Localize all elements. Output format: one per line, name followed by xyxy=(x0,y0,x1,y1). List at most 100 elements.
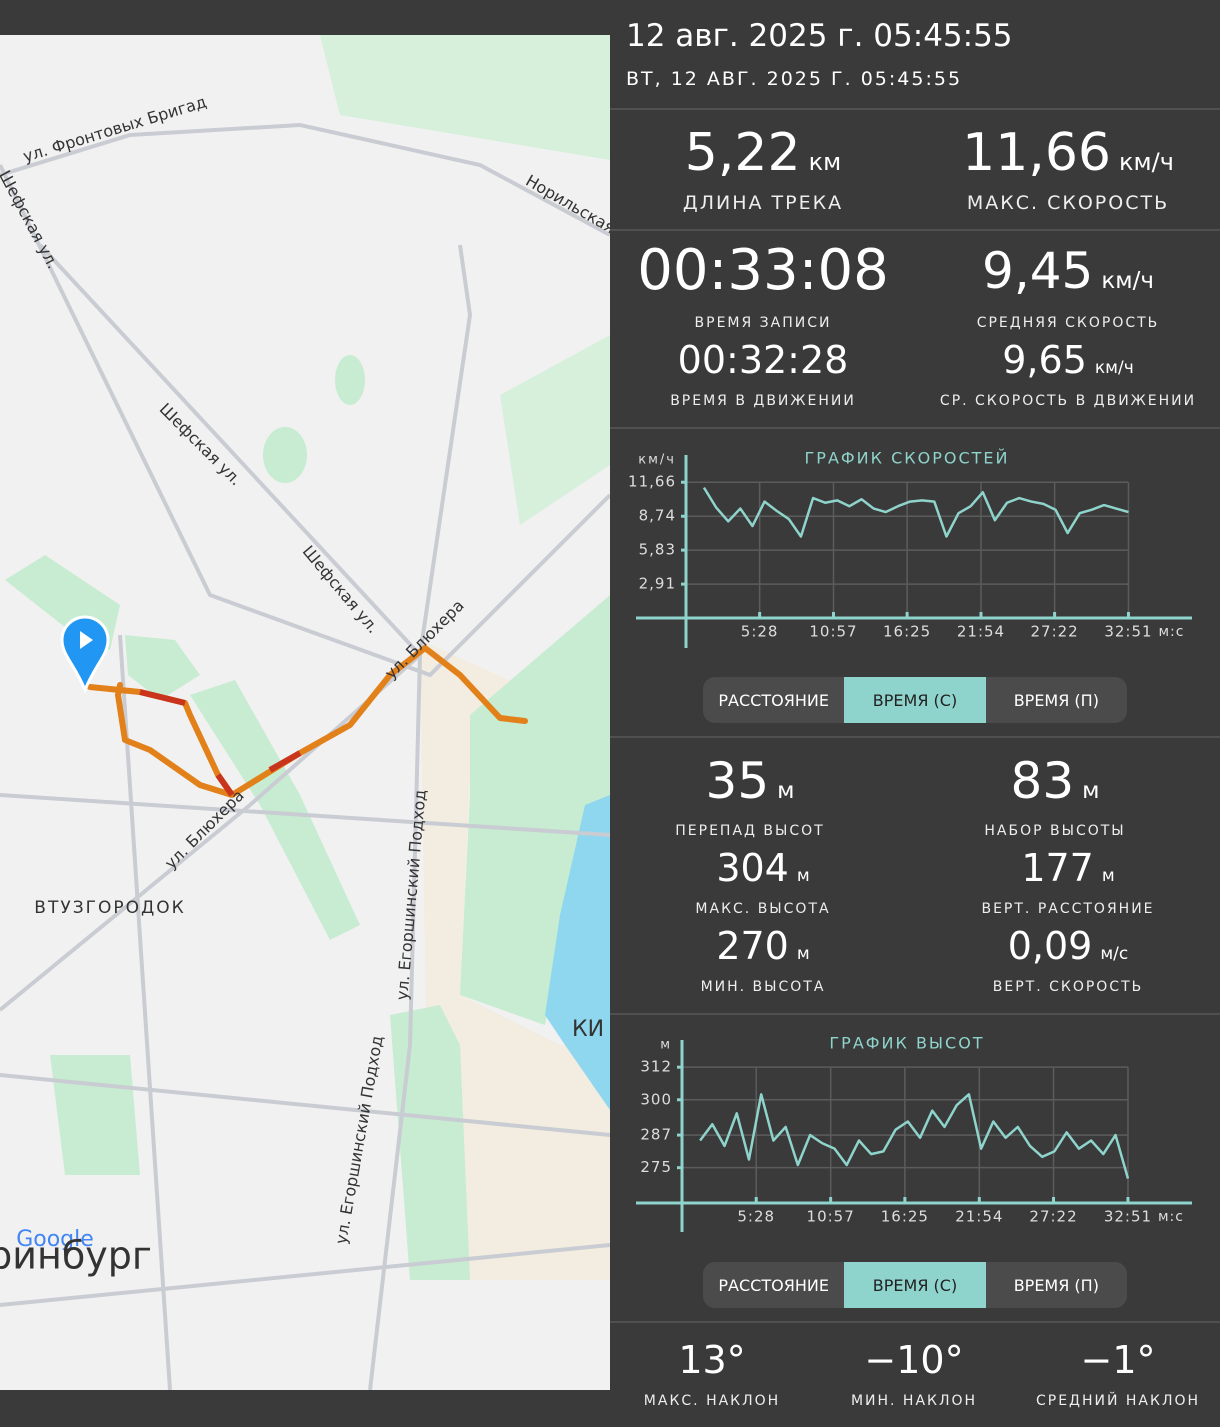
value: 13° xyxy=(678,1338,746,1383)
toggle-option[interactable]: ВРЕМЯ (С) xyxy=(844,1262,986,1308)
x-tick-label: 27:22 xyxy=(1030,623,1078,641)
y-tick-label: 300 xyxy=(640,1090,672,1108)
value: 304 xyxy=(716,846,789,891)
elevation-toggle[interactable]: РАССТОЯНИЕ ВРЕМЯ (С) ВРЕМЯ (П) xyxy=(703,1262,1127,1308)
chart-title: ГРАФИК ВЫСОТ xyxy=(829,1034,984,1053)
date-title: 12 авг. 2025 г. 05:45:55 xyxy=(626,18,1013,54)
x-tick-label: 32:51 xyxy=(1104,623,1152,641)
value: 00:33:08 xyxy=(637,238,889,304)
value: 83 xyxy=(1010,752,1075,810)
stat-label: ВЕРТ. СКОРОСТЬ xyxy=(992,978,1144,995)
y-tick-label: 8,74 xyxy=(639,507,676,525)
value: 9,45 xyxy=(982,242,1094,300)
value: −10° xyxy=(864,1338,964,1383)
stat-value: 13° xyxy=(678,1338,745,1382)
stat-label: МАКС. НАКЛОН xyxy=(643,1392,781,1409)
speed-toggle[interactable]: РАССТОЯНИЕ ВРЕМЯ (С) ВРЕМЯ (П) xyxy=(703,677,1127,723)
separator xyxy=(610,108,1220,110)
x-tick-label: 5:28 xyxy=(741,623,779,641)
map-label: Google xyxy=(16,1227,94,1252)
map-label: ВТУЗГОРОДОК xyxy=(34,898,185,918)
separator xyxy=(610,1321,1220,1323)
map-label: КИ xyxy=(572,1017,604,1042)
date-subtitle: ВТ, 12 АВГ. 2025 Г. 05:45:55 xyxy=(626,68,963,90)
unit: м xyxy=(777,778,795,804)
unit: м xyxy=(796,866,810,887)
data-line xyxy=(699,1093,1130,1179)
stat-label: ВЕРТ. РАССТОЯНИЕ xyxy=(981,900,1155,917)
stat-value: 9,45 км/ч xyxy=(982,242,1154,300)
stat-label: ВРЕМЯ В ДВИЖЕНИИ xyxy=(670,392,856,409)
y-tick-label: 275 xyxy=(640,1158,672,1176)
separator xyxy=(610,427,1220,429)
value: 00:32:28 xyxy=(677,338,849,383)
x-tick-label: 16:25 xyxy=(883,623,931,641)
map-label: ринбург xyxy=(0,1234,152,1278)
x-tick-label: 21:54 xyxy=(957,623,1005,641)
value: 270 xyxy=(716,924,789,969)
stat-label: МАКС. ВЫСОТА xyxy=(695,900,831,917)
unit: м xyxy=(1101,866,1115,887)
unit: км/ч xyxy=(1119,147,1174,176)
x-tick-label: 27:22 xyxy=(1029,1208,1077,1226)
unit: км/ч xyxy=(1094,358,1134,379)
x-tick-label: 10:57 xyxy=(809,623,857,641)
value: 0,09 xyxy=(1007,924,1093,969)
value: −1° xyxy=(1080,1338,1156,1383)
stat-value: 270 м xyxy=(716,924,809,968)
y-tick-label: 11,66 xyxy=(628,473,676,491)
y-tick-label: 5,83 xyxy=(639,541,676,559)
charts: ГРАФИК СКОРОСТЕЙ км/ч 2,91 5,83 8,74 11,66 5:2… xyxy=(628,449,1192,1232)
stat-value: 0,09 м/с xyxy=(1008,924,1129,968)
value: 5,22 xyxy=(684,122,801,183)
stat-label: СРЕДНИЙ НАКЛОН xyxy=(1035,1392,1201,1409)
stat-label: СР. СКОРОСТЬ В ДВИЖЕНИИ xyxy=(939,392,1197,409)
stat-value: 5,22 км xyxy=(685,123,841,183)
stat-label: МИН. ВЫСОТА xyxy=(700,978,826,995)
stat-value: 11,66 км/ч xyxy=(962,123,1174,183)
x-tick-label: 32:51 xyxy=(1104,1208,1152,1226)
x-tick-label: 16:25 xyxy=(881,1208,929,1226)
toggle-option[interactable]: ВРЕМЯ (П) xyxy=(1013,690,1099,710)
stat-value: −1° xyxy=(1080,1338,1155,1382)
separator xyxy=(610,1013,1220,1015)
x-tick-label: 5:28 xyxy=(737,1208,775,1226)
stat-label: ДЛИНА ТРЕКА xyxy=(682,191,844,214)
unit: м/с xyxy=(1100,944,1129,965)
x-tick-label: 10:57 xyxy=(807,1208,855,1226)
stat-label: СРЕДНЯЯ СКОРОСТЬ xyxy=(976,314,1160,331)
value: 9,65 xyxy=(1002,338,1087,383)
toggle-option[interactable]: РАССТОЯНИЕ xyxy=(718,1275,829,1295)
toggle-option[interactable]: РАССТОЯНИЕ xyxy=(718,690,829,710)
chart-title: ГРАФИК СКОРОСТЕЙ xyxy=(805,449,1010,468)
toggle-option[interactable]: ВРЕМЯ (П) xyxy=(1013,1275,1099,1295)
unit: м xyxy=(1082,778,1100,804)
separator xyxy=(610,229,1220,231)
y-tick-label: 312 xyxy=(640,1058,672,1076)
value: 11,66 xyxy=(962,122,1111,183)
stat-label: НАБОР ВЫСОТЫ xyxy=(984,822,1126,839)
stat-label: ПЕРЕПАД ВЫСОТ xyxy=(675,822,825,839)
separator xyxy=(610,736,1220,738)
y-tick-label: 2,91 xyxy=(639,575,676,593)
stat-label: ВРЕМЯ ЗАПИСИ xyxy=(694,314,832,331)
stat-value: 35 м xyxy=(706,752,795,810)
unit: км/ч xyxy=(1101,268,1154,294)
stat-label: МИН. НАКЛОН xyxy=(850,1392,978,1409)
toggle-option[interactable]: ВРЕМЯ (С) xyxy=(844,677,986,723)
stat-value: 00:32:28 xyxy=(678,338,849,382)
value: 177 xyxy=(1021,846,1094,891)
stat-value: 83 м xyxy=(1011,752,1100,810)
unit: км xyxy=(808,147,842,176)
x-tick-label: 21:54 xyxy=(955,1208,1003,1226)
x-unit: м:с xyxy=(1158,624,1184,640)
stat-value: 9,65 км/ч xyxy=(1002,338,1133,382)
data-line xyxy=(702,486,1129,538)
y-unit: м xyxy=(660,1038,672,1053)
stat-value: 177 м xyxy=(1021,846,1114,890)
y-tick-label: 287 xyxy=(640,1126,672,1144)
x-unit: м:с xyxy=(1158,1209,1184,1225)
unit: м xyxy=(796,944,810,965)
